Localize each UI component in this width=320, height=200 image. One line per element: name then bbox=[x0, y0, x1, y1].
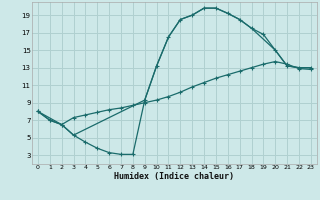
X-axis label: Humidex (Indice chaleur): Humidex (Indice chaleur) bbox=[115, 172, 234, 181]
